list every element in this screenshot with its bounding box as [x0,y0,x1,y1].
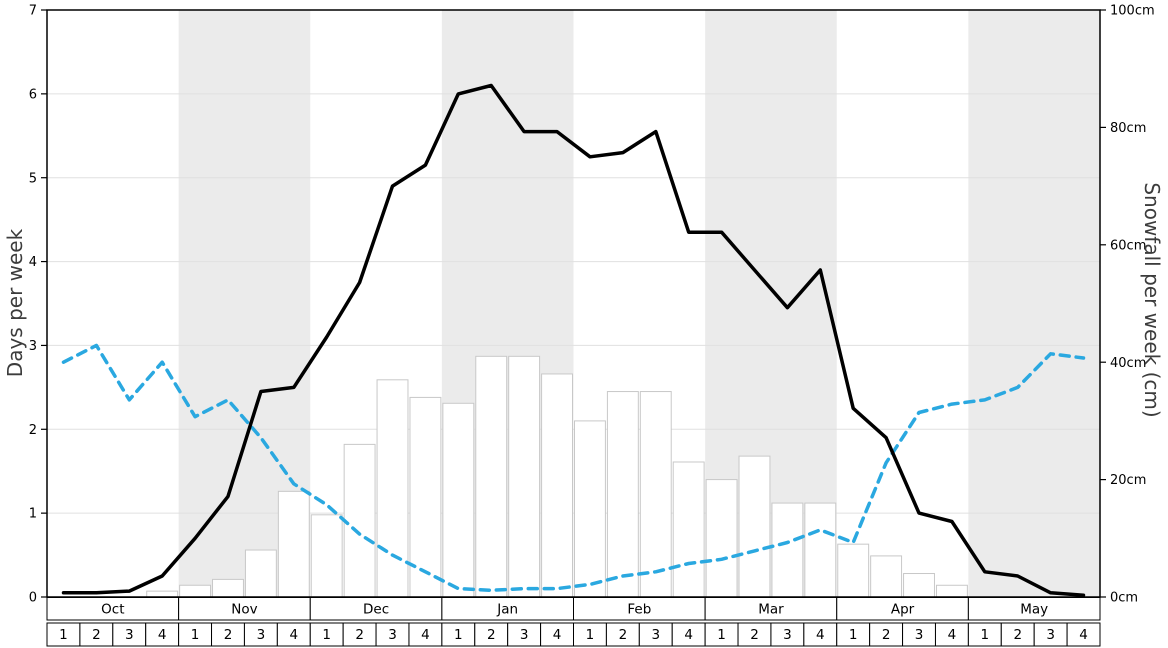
month-label: Dec [363,601,389,617]
week-label: 1 [586,627,595,643]
right-tick-label: 0cm [1110,591,1138,606]
left-tick-label: 6 [29,87,37,102]
snowfall-bar [639,391,672,598]
month-band [968,10,1100,597]
left-tick-label: 3 [29,339,37,354]
snowfall-bar [541,373,573,598]
month-label: Mar [758,601,784,617]
week-label: 3 [915,627,924,643]
right-tick-label: 20cm [1110,473,1146,488]
week-label: 4 [948,627,957,643]
week-label: 4 [158,627,167,643]
left-tick-label: 2 [29,423,37,438]
snowfall-bar [574,420,606,598]
week-label: 3 [125,627,134,643]
snowfall-bar [738,455,771,598]
week-label: 2 [882,627,891,643]
left-tick-label: 5 [29,171,37,186]
left-axis-title: Days per week [3,228,27,378]
week-label: 2 [1013,627,1022,643]
month-label: May [1020,601,1048,617]
month-label: Apr [891,601,915,617]
week-label: 1 [322,627,331,643]
snowfall-bar [409,396,442,598]
snowfall-bar [212,578,244,598]
snowfall-bar [935,584,968,598]
week-label: 1 [59,627,68,643]
week-label: 3 [388,627,397,643]
week-label: 4 [421,627,430,643]
week-label: 1 [191,627,200,643]
right-tick-label: 100cm [1110,4,1155,19]
week-label: 4 [816,627,825,643]
snowfall-bar [277,490,310,598]
snowfall-bar [508,355,541,598]
snowfall-bar [903,573,935,598]
month-label: Nov [231,601,257,617]
week-label: 1 [981,627,990,643]
week-label: 4 [684,627,693,643]
left-tick-label: 4 [29,255,37,270]
blue-dashed-line [61,343,1086,593]
week-label: 4 [290,627,299,643]
snowfall-bar [837,543,870,598]
week-cell [1066,622,1101,647]
month-label: Feb [627,601,651,617]
left-tick-label: 7 [29,4,37,19]
week-label: 3 [1046,627,1055,643]
week-label: 4 [553,627,562,643]
week-label: 4 [1079,627,1088,643]
week-label: 2 [750,627,759,643]
month-label: Oct [101,601,124,617]
right-tick-label: 80cm [1110,121,1146,136]
month-cell [967,597,1101,621]
snowfall-bar [672,461,705,598]
snowfall-bar [244,549,277,598]
snowfall-bar [376,379,409,598]
week-label: 2 [355,627,364,643]
week-label: 3 [520,627,529,643]
snowfall-bar [705,479,738,598]
week-label: 2 [92,627,101,643]
week-label: 3 [783,627,792,643]
right-axis-title: Snowfall per week (cm) [1140,182,1164,418]
black-solid-line [61,83,1086,598]
right-tick-label: 60cm [1110,238,1146,253]
month-label: Jan [496,601,518,617]
right-tick-label: 40cm [1110,356,1146,371]
snowfall-bar [870,555,903,598]
week-label: 1 [849,627,858,643]
left-tick-label: 1 [29,507,37,522]
week-label: 3 [651,627,660,643]
snowfall-bar [179,584,212,598]
snowfall-bar [343,443,376,598]
snowfall-bar [146,590,179,598]
week-label: 3 [257,627,266,643]
week-label: 2 [224,627,233,643]
week-label: 1 [717,627,726,643]
left-tick-label: 0 [29,591,37,606]
week-label: 2 [487,627,496,643]
week-label: 1 [454,627,463,643]
snowfall-bar [475,355,508,598]
week-label: 2 [619,627,628,643]
snowfall-bar [771,502,804,598]
snowfall-bar [606,391,639,598]
snowfall-bar [804,502,837,598]
snowfall-bar [310,514,343,598]
snowfall-bar [442,402,475,598]
